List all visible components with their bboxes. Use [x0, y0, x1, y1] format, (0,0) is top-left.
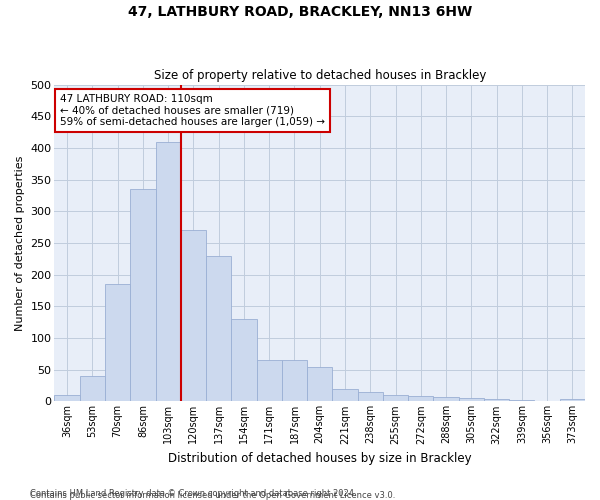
Text: Contains HM Land Registry data © Crown copyright and database right 2024.: Contains HM Land Registry data © Crown c…	[30, 488, 356, 498]
Bar	[232, 319, 257, 402]
Bar	[458, 398, 484, 402]
Bar	[80, 376, 105, 402]
Bar	[181, 230, 206, 402]
Bar	[408, 396, 433, 402]
Bar	[155, 142, 181, 402]
Bar	[55, 395, 80, 402]
Bar	[307, 366, 332, 402]
Bar	[535, 401, 560, 402]
X-axis label: Distribution of detached houses by size in Brackley: Distribution of detached houses by size …	[168, 452, 472, 465]
Text: 47, LATHBURY ROAD, BRACKLEY, NN13 6HW: 47, LATHBURY ROAD, BRACKLEY, NN13 6HW	[128, 5, 472, 19]
Bar	[282, 360, 307, 402]
Bar	[257, 360, 282, 402]
Bar	[509, 400, 535, 402]
Y-axis label: Number of detached properties: Number of detached properties	[15, 156, 25, 330]
Bar	[484, 400, 509, 402]
Bar	[130, 189, 155, 402]
Text: Contains public sector information licensed under the Open Government Licence v3: Contains public sector information licen…	[30, 491, 395, 500]
Bar	[358, 392, 383, 402]
Bar	[206, 256, 232, 402]
Bar	[560, 400, 585, 402]
Bar	[105, 284, 130, 402]
Text: 47 LATHBURY ROAD: 110sqm
← 40% of detached houses are smaller (719)
59% of semi-: 47 LATHBURY ROAD: 110sqm ← 40% of detach…	[60, 94, 325, 128]
Title: Size of property relative to detached houses in Brackley: Size of property relative to detached ho…	[154, 69, 486, 82]
Bar	[383, 395, 408, 402]
Bar	[332, 388, 358, 402]
Bar	[433, 397, 458, 402]
